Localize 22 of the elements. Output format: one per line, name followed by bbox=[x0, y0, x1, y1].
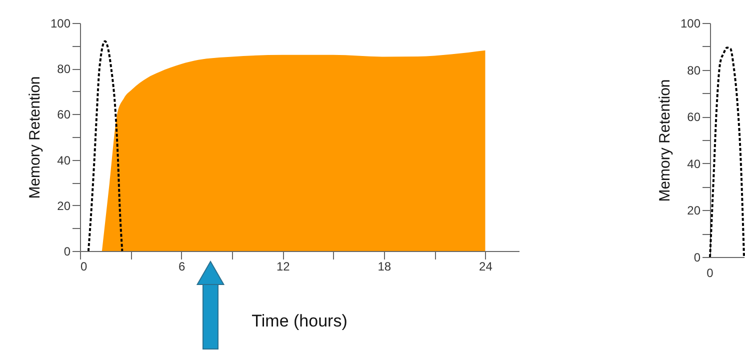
x-axis-title: Time (hours) bbox=[252, 312, 348, 330]
y-tick-label: 80 bbox=[57, 62, 71, 76]
y-tick-label: 60 bbox=[57, 108, 71, 122]
x-tick-label: 0 bbox=[80, 260, 88, 274]
y-tick-label: 20 bbox=[57, 198, 71, 213]
line-series bbox=[87, 40, 124, 252]
y-axis-title: Memory Retention bbox=[656, 79, 674, 202]
y-tick-label: 80 bbox=[687, 63, 701, 78]
y-tick-label: 40 bbox=[57, 153, 71, 168]
y-tick-label: 20 bbox=[687, 204, 701, 218]
line-series bbox=[709, 46, 745, 258]
y-tick-label: 100 bbox=[50, 16, 71, 30]
y-axis-title: Memory Retention bbox=[26, 76, 44, 199]
y-tick-label: 0 bbox=[64, 244, 71, 258]
y-tick-label: 40 bbox=[687, 156, 701, 171]
y-tick-label: 60 bbox=[687, 110, 701, 124]
y-tick-label: 100 bbox=[680, 16, 701, 30]
x-tick-label: 12 bbox=[276, 260, 290, 274]
y-tick-label: 0 bbox=[694, 250, 701, 264]
x-tick-label: 6 bbox=[178, 260, 186, 274]
x-tick-label: 18 bbox=[378, 260, 392, 274]
x-tick-label: 24 bbox=[479, 260, 493, 274]
